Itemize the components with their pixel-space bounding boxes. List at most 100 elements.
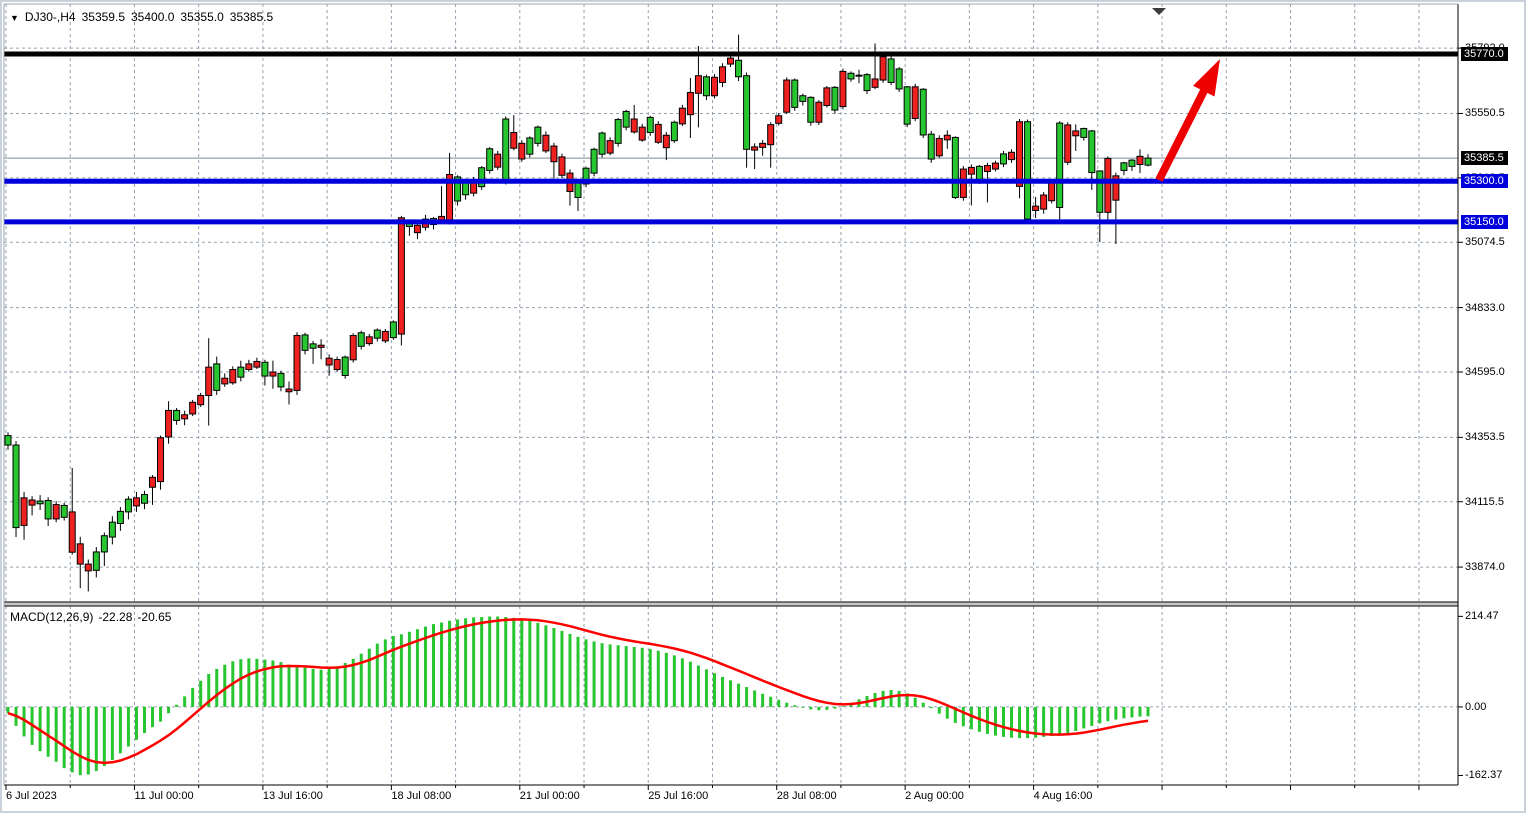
bull-candle xyxy=(855,74,863,77)
bear-candle xyxy=(205,366,213,397)
price-tick-label: 34353.5 xyxy=(1465,431,1505,444)
bull-candle xyxy=(140,494,148,504)
bear-candle xyxy=(839,70,847,108)
bear-candle xyxy=(871,78,879,88)
bear-candle xyxy=(413,224,421,234)
price-tick-label: 34115.5 xyxy=(1465,495,1504,508)
macd-tick-label: 0.00 xyxy=(1465,700,1487,713)
price-level-badge: 35770.0 xyxy=(1461,47,1508,62)
bull-candle xyxy=(502,118,510,182)
bull-candle xyxy=(598,132,606,155)
time-tick-label: 21 Jul 00:00 xyxy=(519,790,580,802)
bear-candle xyxy=(221,377,229,385)
bull-candle xyxy=(92,551,100,571)
bull-candle xyxy=(1128,159,1136,167)
bull-candle xyxy=(887,58,895,83)
bull-candle xyxy=(261,361,269,377)
macd-signal-value: -20.65 xyxy=(137,610,172,624)
scroll-to-end-icon[interactable] xyxy=(1152,8,1166,15)
bull-candle xyxy=(919,88,927,136)
bull-candle xyxy=(1120,162,1128,171)
low-value: 35355.0 xyxy=(180,10,224,24)
trend-arrow[interactable] xyxy=(1155,59,1220,182)
bull-candle xyxy=(670,121,678,142)
bull-candle xyxy=(895,68,903,90)
time-tick-label: 4 Aug 16:00 xyxy=(1033,790,1093,802)
bull-candle xyxy=(951,136,959,198)
bear-candle xyxy=(991,162,999,170)
bear-candle xyxy=(911,86,919,119)
bear-candle xyxy=(397,217,405,335)
bear-candle xyxy=(935,137,943,157)
symbol-period-label: DJ30-,H4 xyxy=(24,10,76,24)
candles-layer xyxy=(4,34,1152,592)
bear-candle xyxy=(52,504,60,520)
bull-candle xyxy=(1088,130,1096,174)
bear-candle xyxy=(1064,124,1072,163)
macd-tick-label: 214.47 xyxy=(1465,610,1499,623)
bull-candle xyxy=(927,133,935,160)
time-tick-label: 28 Jul 08:00 xyxy=(776,790,837,802)
bear-candle xyxy=(638,126,646,141)
open-value: 35359.5 xyxy=(81,10,125,24)
bull-candle xyxy=(44,500,52,520)
bear-candle xyxy=(783,79,791,113)
bull-candle xyxy=(999,153,1007,165)
bear-candle xyxy=(1112,175,1120,201)
gridlines xyxy=(4,4,1458,785)
price-level-badge: 35385.5 xyxy=(1461,151,1508,166)
bear-candle xyxy=(269,371,277,377)
time-tick-label: 11 Jul 00:00 xyxy=(134,790,194,802)
bull-candle xyxy=(60,504,68,518)
bear-candle xyxy=(815,101,823,123)
symbol-info-line: ▼ DJ30-,H4 35359.5 35400.0 35355.0 35385.5 xyxy=(10,10,279,24)
bull-candle xyxy=(1144,157,1152,166)
time-tick-label: 6 Jul 2023 xyxy=(6,790,57,802)
bear-candle xyxy=(253,360,261,368)
bear-candle xyxy=(76,543,84,565)
bull-candle xyxy=(526,137,534,155)
bull-candle xyxy=(622,110,630,128)
bull-candle xyxy=(12,444,20,529)
bear-candle xyxy=(1136,155,1144,165)
bear-candle xyxy=(606,140,614,154)
bull-candle xyxy=(1024,121,1032,220)
macd-main-value: -22.28 xyxy=(98,610,133,624)
time-tick-label: 18 Jul 08:00 xyxy=(391,790,452,802)
bear-candle xyxy=(84,563,92,572)
price-tick-label: 34595.0 xyxy=(1465,366,1505,378)
symbol-dropdown-icon[interactable]: ▼ xyxy=(10,13,19,23)
bull-candle xyxy=(124,498,132,513)
bear-candle xyxy=(1048,181,1056,202)
bull-candle xyxy=(277,372,285,388)
bull-candle xyxy=(831,86,839,111)
bull-candle xyxy=(100,535,108,553)
bull-candle xyxy=(389,321,397,339)
bear-candle xyxy=(727,57,735,65)
bull-candle xyxy=(357,332,365,347)
bear-candle xyxy=(197,395,205,406)
bear-candle xyxy=(494,153,502,168)
bear-candle xyxy=(662,134,670,149)
bear-candle xyxy=(558,156,566,176)
bear-candle xyxy=(181,414,189,420)
time-tick-label: 2 Aug 00:00 xyxy=(905,790,964,802)
bear-candle xyxy=(767,124,775,146)
bull-candle xyxy=(341,356,349,377)
bull-candle xyxy=(108,521,116,538)
bull-candle xyxy=(799,95,807,102)
bull-candle xyxy=(213,363,221,391)
bear-candle xyxy=(1032,205,1040,211)
macd-signal-line xyxy=(7,618,1149,765)
bear-candle xyxy=(983,165,991,172)
bear-candle xyxy=(510,132,518,149)
bull-candle xyxy=(534,126,542,144)
chart-frame xyxy=(3,3,1463,790)
bull-candle xyxy=(373,329,381,339)
bear-candle xyxy=(157,437,165,483)
price-tick-label: 34833.0 xyxy=(1465,301,1505,314)
high-value: 35400.0 xyxy=(131,10,175,24)
bear-candle xyxy=(542,134,550,152)
